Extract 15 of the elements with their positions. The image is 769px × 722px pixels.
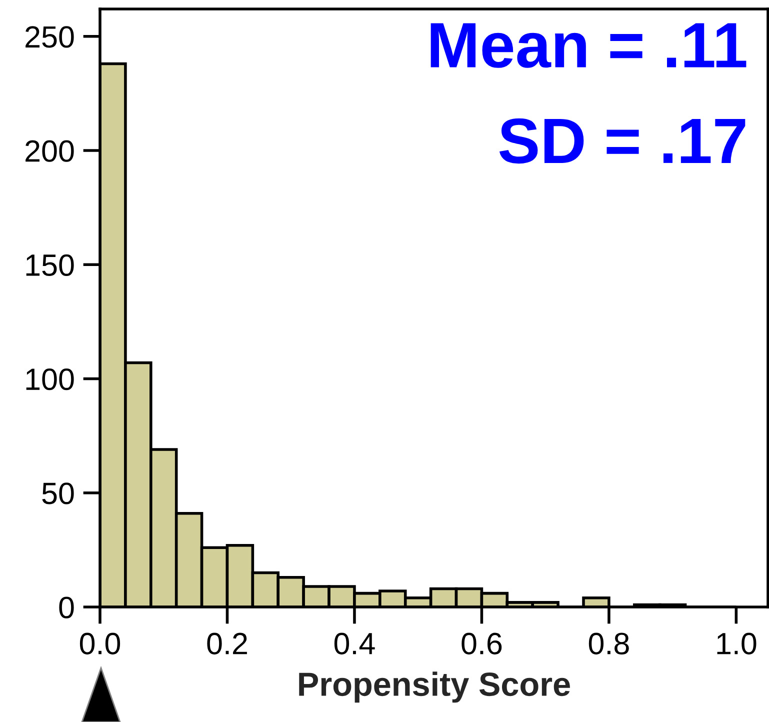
y-tick-label: 0 bbox=[59, 596, 74, 618]
x-axis-title: Propensity Score bbox=[299, 672, 570, 703]
y-tick-label: 250 bbox=[26, 26, 74, 48]
annotation: SD = .17 bbox=[499, 118, 746, 164]
x-tick-label: 0.6 bbox=[462, 632, 502, 654]
y-tick-label: 100 bbox=[26, 368, 74, 390]
x-tick-label: 0.8 bbox=[588, 632, 629, 654]
y-tick-label: 200 bbox=[26, 140, 74, 162]
x-tick-label: 0.0 bbox=[80, 632, 120, 654]
annotation: Mean = .11 bbox=[430, 23, 746, 68]
y-tick-label: 50 bbox=[42, 482, 74, 504]
x-tick-label: 0.4 bbox=[334, 632, 375, 654]
y-tick-label: 150 bbox=[26, 254, 74, 276]
x-tick-label: 1.0 bbox=[717, 632, 756, 654]
x-tick-label: 0.2 bbox=[207, 632, 247, 654]
